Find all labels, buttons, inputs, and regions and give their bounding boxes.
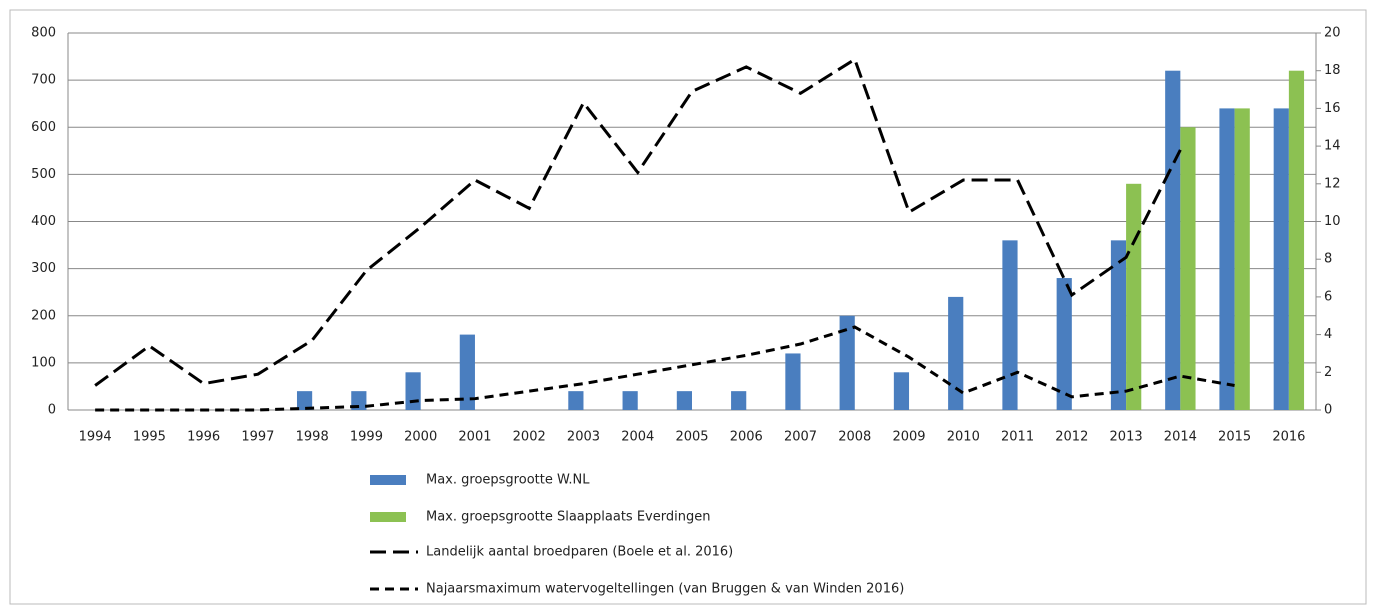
y-tick-label: 0 [48,403,56,418]
line [95,325,1235,412]
y2-tick-label: 10 [1324,214,1341,229]
bar [1126,183,1142,410]
y-tick-label: 700 [31,73,56,88]
y-tick-label: 600 [31,120,56,135]
y2-tick-label: 12 [1324,176,1341,191]
legend-swatch [370,475,406,485]
y2-tick-label: 8 [1324,252,1332,267]
legend-label: Max. groepsgrootte W.NL [426,473,590,488]
bar [296,391,313,410]
bar [1288,70,1305,410]
bar [1219,108,1235,411]
legend-label: Landelijk aantal broedparen (Boele et al… [426,545,733,560]
y2-tick-label: 6 [1324,289,1332,304]
x-tick-label: 2002 [513,430,546,445]
x-tick-label: 2012 [1055,430,1088,445]
y2-tick-label: 20 [1324,26,1341,41]
bar [459,334,475,410]
y2-tick-label: 14 [1324,139,1341,154]
bar [1110,240,1127,410]
x-tick-label: 2003 [567,430,600,445]
x-tick-label: 2014 [1164,430,1197,445]
bar [731,391,747,410]
y2-tick-label: 0 [1324,403,1332,418]
legend-swatch [370,512,406,522]
legend-label: Max. groepsgrootte Slaapplaats Everdinge… [426,510,710,525]
x-tick-label: 1999 [350,430,383,445]
line [94,57,1182,387]
y-tick-label: 500 [31,167,56,182]
y2-tick-label: 16 [1324,101,1341,116]
y-tick-label: 100 [31,355,56,370]
x-tick-label: 2011 [1001,430,1034,445]
bar [405,372,421,410]
bar [568,391,584,410]
x-tick-label: 2005 [675,430,708,445]
x-tick-label: 2015 [1218,430,1251,445]
bar [785,353,801,410]
y-tick-label: 200 [31,308,56,323]
x-tick-label: 2016 [1272,430,1305,445]
x-tick-label: 2004 [621,430,654,445]
bar [1002,240,1018,410]
y-tick-label: 400 [31,214,56,229]
bar [1273,108,1289,411]
x-tick-label: 1998 [296,430,329,445]
bar [1056,278,1072,410]
x-tick-label: 1995 [133,430,166,445]
y2-tick-label: 2 [1324,365,1332,380]
bar [948,296,964,410]
x-tick-label: 2001 [458,430,491,445]
x-tick-label: 2008 [838,430,871,445]
y-tick-label: 300 [31,261,56,276]
x-tick-label: 1997 [241,430,274,445]
y2-tick-label: 4 [1324,327,1332,342]
y-tick-label: 800 [31,26,56,41]
bar [1180,127,1196,410]
x-tick-label: 2013 [1110,430,1143,445]
y2-tick-label: 18 [1324,63,1341,78]
x-tick-label: 2007 [784,430,817,445]
bar [676,391,692,410]
x-tick-label: 2006 [730,430,763,445]
x-tick-label: 2000 [404,430,437,445]
bar [893,372,910,410]
bar [1234,108,1250,411]
legend-label: Najaarsmaximum watervogeltellingen (van … [426,582,904,597]
x-tick-label: 2009 [892,430,925,445]
bar [1165,70,1181,410]
bar [622,391,638,410]
x-tick-label: 1996 [187,430,220,445]
bar [839,315,855,410]
x-tick-label: 2010 [947,430,980,445]
x-tick-label: 1994 [79,430,112,445]
